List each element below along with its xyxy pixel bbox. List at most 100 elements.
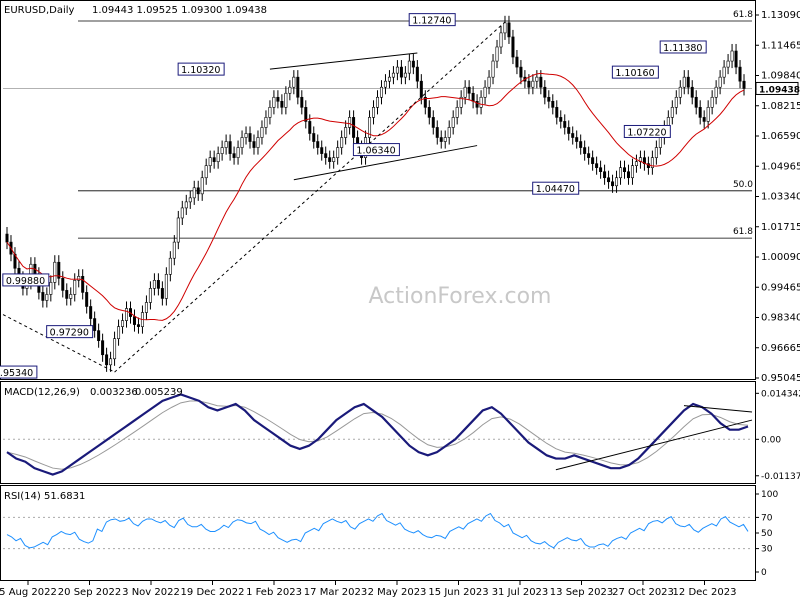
candle-body [654,147,658,158]
candle-body [443,137,447,142]
candle-body [65,290,69,299]
rsi-title: RSI(14) 51.6831 [4,491,85,502]
candle-body [41,292,45,301]
candle-body [77,276,81,281]
candle-body [312,133,316,142]
candle-body [85,292,89,307]
candle-body [156,280,160,289]
candle-body [479,96,483,108]
candle-body [164,274,168,299]
macd-line [6,393,749,476]
candle-body [511,36,515,58]
candle-body [595,163,599,168]
candle-body [320,147,324,154]
candle-body [391,72,395,78]
candle-body [678,86,682,98]
candle-body [69,294,73,299]
candle-body [459,96,463,108]
channel-line-upper [269,52,418,70]
candle-body [547,96,551,102]
candle-body [288,86,292,94]
candle-body [5,233,9,243]
candle-body [136,324,140,327]
price-annotation-box [2,273,50,287]
candle-body [81,276,85,293]
candle-body [419,80,423,98]
candle-body [348,117,352,128]
candle-body [188,197,192,203]
candle-body [471,92,475,102]
price-tick-label: 1.01715 [761,222,800,233]
price-tick-label: 1.00090 [761,252,800,263]
candle-body [694,96,698,108]
candle-body [579,141,583,148]
candle-body [256,137,260,148]
candle-body [571,133,575,138]
candle-body [375,96,379,108]
candle-body [304,107,308,122]
candle-body [563,121,567,128]
candle-body [224,141,228,148]
candle-body [236,147,240,158]
candle-body [292,76,296,88]
x-tick-label: 12 Dec 2023 [673,587,737,598]
candle-body [284,92,288,108]
price-tick-label: 1.03340 [761,192,800,203]
candle-body [718,76,722,88]
price-annotation: 1.06340 [356,146,395,157]
candle-body [527,80,531,88]
rsi-tick-label: 100 [761,490,778,500]
candle-body [551,100,555,108]
candle-body [439,137,443,142]
candle-body [427,107,431,118]
candle-body [583,147,587,154]
candle-body [89,306,93,319]
candle-body [567,127,571,134]
candle-body [722,66,726,78]
price-annotation-box [177,62,225,76]
candle-body [93,318,97,331]
candle-body [240,137,244,148]
candle-body [49,282,53,295]
candle-body [232,153,236,158]
candle-body [626,171,630,179]
candle-body [300,96,304,108]
candle-body [467,86,471,94]
price-annotation-box [0,365,38,379]
candle-body [208,157,212,166]
candle-body [383,80,387,88]
price-annotation: 1.11380 [663,43,702,54]
candle-body [539,76,543,88]
fib-level-label: 50.0 [733,180,753,190]
candle-body [132,316,136,325]
candle-body [515,56,519,68]
candle-body [575,137,579,142]
candle-body [160,288,164,299]
price-pane-frame [0,0,756,380]
fib-level-label: 61.8 [733,10,753,20]
candle-body [630,165,634,179]
candle-body [423,96,427,108]
candle-body [483,86,487,98]
candle-body [658,137,662,148]
candle-body [615,177,619,187]
x-tick-label: 15 Jun 2023 [428,587,488,598]
candle-body [97,330,101,341]
candle-body [619,167,623,179]
price-annotation: 0.99880 [6,276,45,287]
candle-body [682,76,686,88]
candle-body [702,117,706,122]
candle-body [475,100,479,108]
rsi-tick-label: 50 [761,529,773,539]
candle-body [200,177,204,195]
candle-body [148,288,152,303]
price-annotation-box [659,40,707,54]
candle-body [344,127,348,138]
candle-body [395,66,399,74]
candle-body [105,354,109,366]
candle-body [714,86,718,98]
x-tick-label: 2 May 2023 [368,587,427,598]
candle-body [117,326,121,339]
candle-body [463,86,467,98]
candle-body [503,22,507,34]
